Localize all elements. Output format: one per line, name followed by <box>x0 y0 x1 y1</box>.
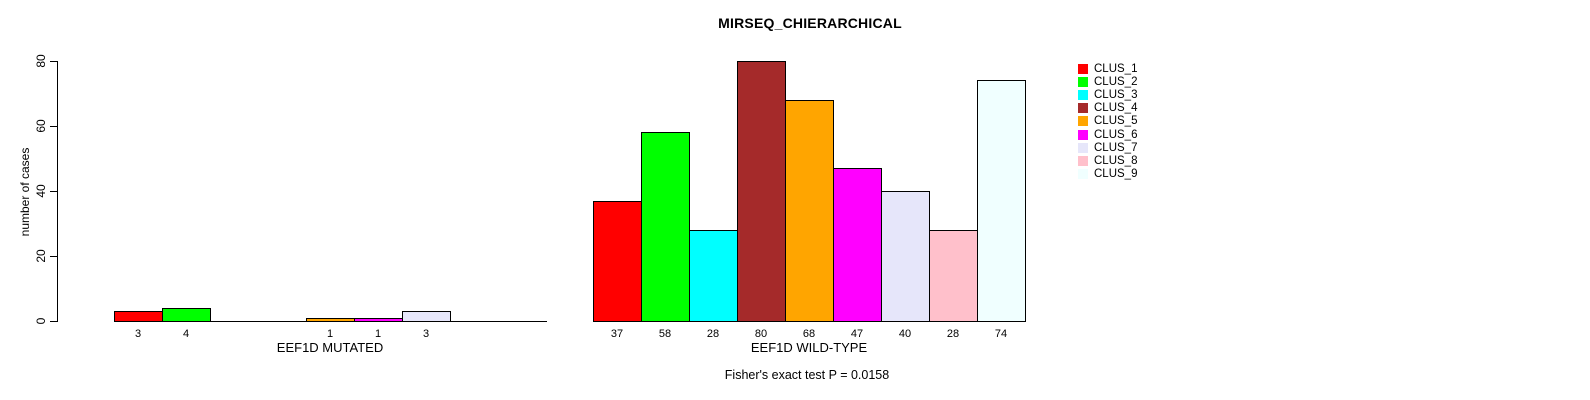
bar-CLUS_3 <box>689 230 738 322</box>
bar-CLUS_7 <box>402 311 451 322</box>
y-axis-title: number of cases <box>18 147 32 237</box>
y-axis-tick <box>50 126 57 127</box>
y-axis-tick <box>50 256 57 257</box>
legend-swatch-CLUS_4 <box>1078 103 1088 114</box>
legend-label-CLUS_9: CLUS_9 <box>1094 167 1138 180</box>
baseline-segment <box>450 321 499 322</box>
legend-label-CLUS_3: CLUS_3 <box>1094 89 1138 102</box>
bar-value-label: 58 <box>658 328 672 340</box>
bar-CLUS_9 <box>977 80 1026 322</box>
legend-swatch-CLUS_5 <box>1078 116 1088 127</box>
legend-swatch-CLUS_8 <box>1078 155 1088 166</box>
y-axis-tick <box>50 321 57 322</box>
bar-value-label: 47 <box>850 328 864 340</box>
bar-value-label: 80 <box>754 328 768 340</box>
baseline-segment <box>498 321 547 322</box>
bar-CLUS_6 <box>833 168 882 322</box>
bar-CLUS_2 <box>162 308 211 322</box>
legend-label-CLUS_4: CLUS_4 <box>1094 102 1138 115</box>
bar-CLUS_7 <box>881 191 930 322</box>
bar-value-label: 74 <box>994 328 1008 340</box>
bar-value-label: 1 <box>374 328 382 340</box>
legend-label-CLUS_8: CLUS_8 <box>1094 154 1138 167</box>
legend-swatch-CLUS_6 <box>1078 129 1088 140</box>
y-axis-tick-label: 60 <box>34 119 48 133</box>
legend-swatch-CLUS_7 <box>1078 142 1088 153</box>
legend-swatch-CLUS_9 <box>1078 168 1088 179</box>
legend-swatch-CLUS_1 <box>1078 64 1088 74</box>
bar-CLUS_5 <box>306 318 355 322</box>
bar-CLUS_2 <box>641 132 690 322</box>
bar-value-label: 28 <box>946 328 960 340</box>
legend-label-CLUS_5: CLUS_5 <box>1094 115 1138 128</box>
legend-label-CLUS_2: CLUS_2 <box>1094 76 1138 89</box>
bar-CLUS_6 <box>354 318 403 322</box>
y-axis-tick-label: 0 <box>34 317 48 325</box>
fisher-test-annotation: Fisher's exact test P = 0.0158 <box>724 368 890 382</box>
x-axis-label-mutated: EEF1D MUTATED <box>276 340 384 355</box>
bar-value-label: 3 <box>422 328 430 340</box>
bar-CLUS_4 <box>737 61 786 322</box>
y-axis-line <box>57 61 58 322</box>
bar-value-label: 4 <box>182 328 190 340</box>
baseline-segment <box>258 321 307 322</box>
bar-value-label: 40 <box>898 328 912 340</box>
legend-label-CLUS_6: CLUS_6 <box>1094 128 1138 141</box>
y-axis-tick-label: 80 <box>34 54 48 68</box>
y-axis-tick-label: 40 <box>34 184 48 198</box>
y-axis-tick <box>50 191 57 192</box>
bar-CLUS_8 <box>929 230 978 322</box>
chart-title: MIRSEQ_CHIERARCHICAL <box>718 15 902 31</box>
bar-value-label: 37 <box>610 328 624 340</box>
legend-swatch-CLUS_3 <box>1078 90 1088 101</box>
x-axis-label-wildtype: EEF1D WILD-TYPE <box>750 340 868 355</box>
bar-CLUS_1 <box>593 201 642 322</box>
bar-CLUS_1 <box>114 311 163 322</box>
bar-value-label: 28 <box>706 328 720 340</box>
legend-swatch-CLUS_2 <box>1078 77 1088 88</box>
legend-label-CLUS_7: CLUS_7 <box>1094 141 1138 154</box>
legend-label-CLUS_1: CLUS_1 <box>1094 63 1138 75</box>
bar-value-label: 1 <box>326 328 334 340</box>
y-axis-tick-label: 20 <box>34 249 48 263</box>
baseline-segment <box>210 321 259 322</box>
y-axis-tick <box>50 61 57 62</box>
bar-CLUS_5 <box>785 100 834 322</box>
bar-value-label: 3 <box>134 328 142 340</box>
bar-value-label: 68 <box>802 328 816 340</box>
